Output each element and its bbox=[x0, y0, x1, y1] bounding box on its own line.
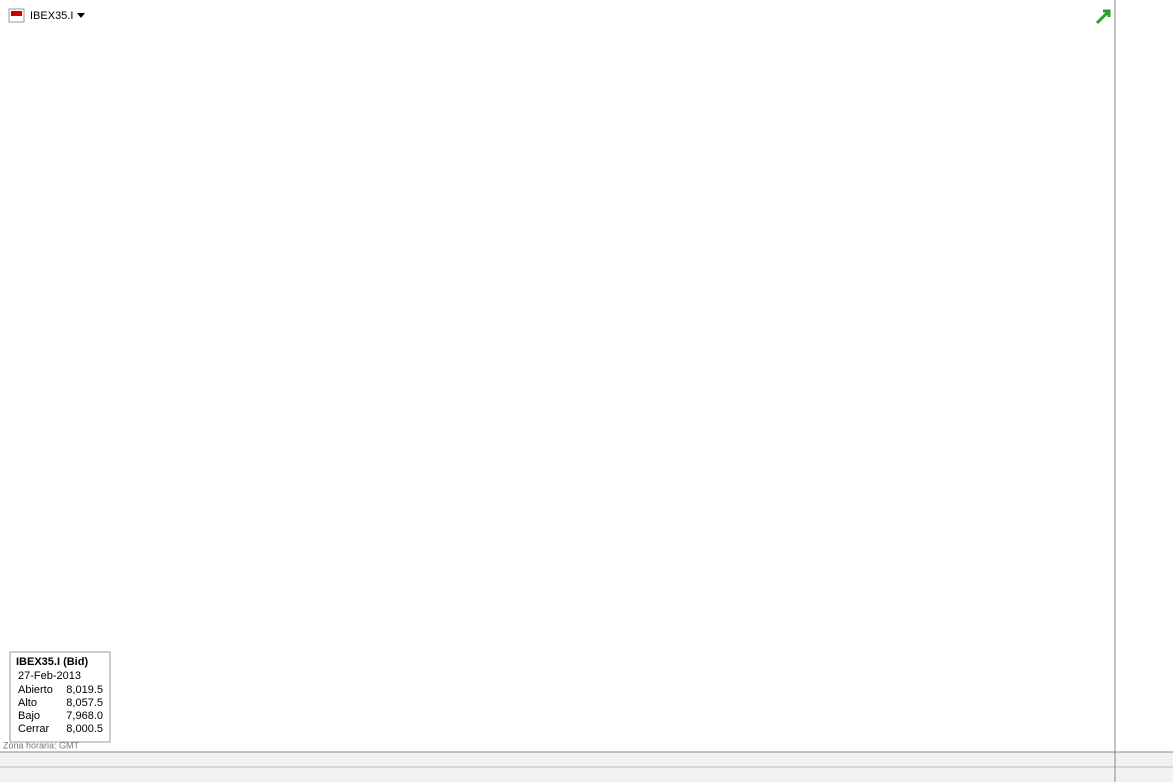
status-icon bbox=[1095, 9, 1111, 25]
info-box-frame bbox=[9, 651, 111, 743]
symbol-dropdown[interactable] bbox=[77, 13, 85, 18]
info-label: Abierto bbox=[18, 684, 53, 696]
timezone: Zona horaria: GMT bbox=[3, 740, 80, 750]
info-date: 27-Feb-2013 bbox=[18, 670, 81, 682]
info-label: Alto bbox=[18, 697, 37, 709]
info-box: IBEX35.I (Bid) 27-Feb-2013 Abierto 8,019… bbox=[9, 651, 111, 743]
info-value: 7,968.0 bbox=[66, 710, 103, 722]
info-value: 8,019.5 bbox=[66, 684, 103, 696]
header[interactable]: IBEX35.I bbox=[8, 8, 85, 23]
symbol-icon-mark bbox=[11, 11, 22, 16]
info-title: IBEX35.I (Bid) bbox=[16, 656, 88, 668]
info-value: 8,057.5 bbox=[66, 697, 103, 709]
symbol-name[interactable]: IBEX35.I bbox=[30, 10, 73, 22]
info-label: Cerrar bbox=[18, 723, 50, 735]
info-label: Bajo bbox=[18, 710, 40, 722]
info-value: 8,000.5 bbox=[66, 723, 103, 735]
